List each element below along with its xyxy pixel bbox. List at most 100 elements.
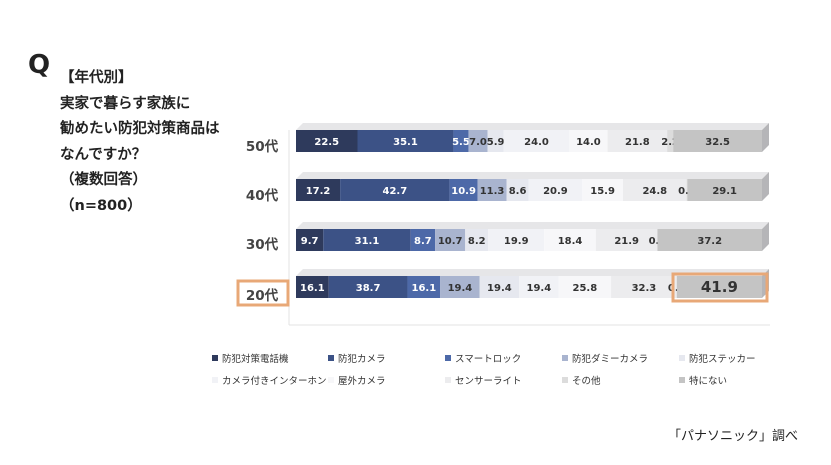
category-label: 20代 (246, 287, 279, 304)
bar-value-label: 25.8 (572, 283, 597, 294)
bar-segment (488, 229, 545, 251)
legend-label: 防犯カメラ (338, 354, 386, 365)
legend-item: センサーライト (445, 373, 522, 387)
legend-swatch (562, 377, 568, 383)
legend-label: 防犯ステッカー (689, 354, 756, 365)
bar-segment (544, 229, 596, 251)
bar-value-label: 17.2 (306, 186, 331, 197)
bar-value-label: 31.1 (355, 236, 380, 247)
bar-segment (357, 130, 454, 152)
bar-value-label: 8.2 (468, 236, 486, 247)
bar-segment (503, 130, 570, 152)
bar-segment (296, 276, 329, 298)
bar-value-label: 0.3 (678, 186, 696, 197)
legend-label: その他 (572, 376, 601, 387)
legend-item: 防犯ダミーカメラ (562, 351, 648, 365)
legend-item: 防犯ステッカー (679, 351, 756, 365)
bar-value-label: 19.9 (504, 236, 529, 247)
question-line-4: なんですか？ (60, 146, 147, 163)
bar-value-label: 2.2 (661, 137, 679, 148)
bar-value-label: 20.9 (543, 186, 568, 197)
bar-segment (622, 179, 687, 201)
bar-top-face (296, 123, 769, 130)
bar-value-label: 19.4 (448, 283, 473, 294)
bar-segment (558, 276, 612, 298)
question-line-1: 【年代別】 (60, 70, 133, 86)
bar-segment (686, 179, 688, 201)
legend-swatch (445, 355, 451, 361)
bar-value-label: 18.4 (558, 236, 583, 247)
legend-swatch (679, 355, 685, 361)
bar-segment (465, 229, 489, 251)
source-note: 「パナソニック」調べ (667, 429, 798, 444)
question-mark-label: Q (28, 50, 51, 80)
bar-value-label: 24.8 (642, 186, 667, 197)
bar-value-label: 16.1 (411, 283, 436, 294)
bar-segment (410, 229, 436, 251)
category-label: 30代 (246, 236, 279, 253)
bar-value-label: 11.3 (480, 186, 505, 197)
bar-value-label: 37.2 (697, 236, 722, 247)
bar-segment (595, 229, 658, 251)
legend-label: 防犯ダミーカメラ (572, 354, 649, 365)
bar-value-label: 14.0 (576, 137, 601, 148)
legend-item: 屋外カメラ (328, 373, 386, 387)
legend-item: 防犯対策電話機 (212, 351, 289, 365)
value-highlight-box (671, 272, 769, 303)
legend-label: スマートロック (455, 354, 522, 365)
bar-value-label: 16.1 (300, 283, 325, 294)
bar-segment (673, 130, 762, 152)
bar-segment (453, 130, 469, 152)
legend-swatch (679, 377, 685, 383)
bar-value-label: 7.0 (469, 137, 487, 148)
bar-segment (657, 229, 762, 251)
bar-value-label: 5.9 (487, 137, 505, 148)
bar-segment (435, 229, 466, 251)
question-line-3: 勧めたい防犯対策商品は (60, 121, 220, 137)
bar-segment (296, 229, 324, 251)
bar-value-label: 8.6 (509, 186, 527, 197)
category-label: 50代 (246, 138, 279, 155)
legend-swatch (328, 355, 334, 361)
bar-value-label: 15.9 (590, 186, 615, 197)
bar-value-label: 8.7 (414, 236, 432, 247)
bar-segment (477, 179, 507, 201)
bar-value-label: 22.5 (314, 137, 339, 148)
legend-label: センサーライト (455, 376, 522, 387)
question-line-2: 実家で暮らす家族に (60, 95, 191, 112)
bar-segment (519, 276, 559, 298)
bar-segment (569, 130, 608, 152)
question-line-5: （複数回答） (60, 172, 147, 188)
bar-value-label: 21.8 (625, 137, 650, 148)
legend-label: 屋外カメラ (338, 376, 386, 387)
legend-item: 特にない (679, 373, 727, 387)
bar-side-face (762, 172, 769, 201)
bar-value-label: 41.9 (701, 278, 738, 296)
bar-value-label: 19.4 (487, 283, 512, 294)
bar-segment (440, 276, 480, 298)
bar-value-label: 42.7 (383, 186, 408, 197)
bar-segment (506, 179, 529, 201)
bar-segment (611, 276, 677, 298)
legend-label: 防犯対策電話機 (222, 354, 289, 365)
bar-value-label: 10.7 (438, 236, 463, 247)
bar-value-label: 32.3 (632, 283, 657, 294)
bar-segment (323, 229, 411, 251)
bar-value-label: 19.4 (527, 283, 552, 294)
category-label: 40代 (246, 187, 279, 204)
legend-swatch (445, 377, 451, 383)
legend-item: 防犯カメラ (328, 351, 386, 365)
bar-value-label: 21.9 (614, 236, 639, 247)
legend-item: その他 (562, 373, 601, 387)
legend-swatch (212, 355, 218, 361)
bar-segment (296, 179, 341, 201)
bar-value-label: 32.5 (705, 137, 730, 148)
bar-value-label: 9.7 (301, 236, 319, 247)
bar-segment (340, 179, 450, 201)
legend-label: 特にない (689, 376, 728, 387)
category-highlight-box (236, 279, 290, 307)
bar-segment (582, 179, 623, 201)
bar-value-label: 24.0 (524, 137, 549, 148)
question-line-6: （n=800） (60, 197, 142, 214)
bar-segment (528, 179, 583, 201)
